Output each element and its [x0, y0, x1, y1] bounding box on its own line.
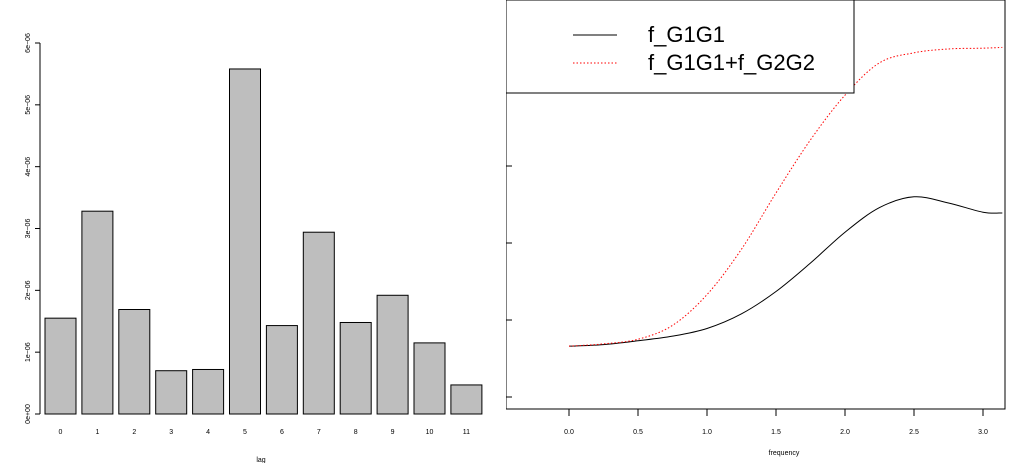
- x-tick-label: 10: [426, 429, 434, 436]
- legend-label-f_G1G1+f_G2G2: f_G1G1+f_G2G2: [648, 50, 815, 75]
- bar-10: [413, 342, 446, 415]
- legend: f_G1G1 f_G1G1+f_G2G2: [506, 0, 855, 94]
- x-tick-label: 7: [317, 429, 321, 436]
- y-tick-label: 6e−06: [25, 33, 32, 53]
- bar-6: [265, 325, 298, 415]
- bar-chart: 0e+00 1e−06 2e−06 3e−06 4e−06 5e−06 6e−06 0 1 2 3…: [25, 33, 483, 463]
- x-axis-title: lag: [256, 457, 265, 463]
- y-tick-label: 0e+00: [25, 404, 32, 424]
- x-axis-title: frequency: [769, 450, 800, 457]
- bar-8: [339, 321, 372, 415]
- y-tick-label: 1e−06: [25, 342, 32, 362]
- x-tick-label: 1.0: [702, 429, 712, 436]
- x-tick-label: 6: [280, 429, 284, 436]
- bar-11: [450, 384, 483, 415]
- y-tick-label: 3e−06: [25, 219, 32, 239]
- y-tick-label: 4e−06: [25, 157, 32, 177]
- x-tick-label: 3.0: [978, 429, 988, 436]
- x-tick-label: 2: [132, 429, 136, 436]
- bar-3: [155, 370, 188, 415]
- x-tick-label: 2.0: [840, 429, 850, 436]
- legend-label-f_G1G1: f_G1G1: [648, 22, 725, 47]
- x-tick-label: 3: [169, 429, 173, 436]
- legend-box: [506, 0, 855, 94]
- x-tick-label: 1: [95, 429, 99, 436]
- x-axis: 0.0 0.5 1.0 1.5 2.0 2.5 3.0: [564, 409, 988, 436]
- bar-5: [229, 68, 261, 415]
- bars: [44, 68, 483, 415]
- series-lines: [568, 46, 1003, 347]
- bar-4: [192, 368, 225, 415]
- bar-7: [302, 231, 335, 415]
- y-tick-label: 5e−06: [25, 95, 32, 115]
- bar-9: [376, 294, 409, 415]
- plot-frame: [506, 0, 1006, 410]
- x-tick-label: 4: [206, 429, 210, 436]
- series-line-f_G1G1: [568, 196, 1003, 347]
- x-tick-label: 9: [391, 429, 395, 436]
- bar-1: [81, 210, 114, 415]
- x-tick-label: 11: [463, 429, 470, 436]
- x-tick-label: 0.0: [564, 429, 574, 436]
- x-tick-labels: 0 1 2 3 4 5 6 7 8 9 10 11: [59, 429, 471, 436]
- x-tick-label: 8: [354, 429, 358, 436]
- y-tick-label: 2e−06: [25, 280, 32, 300]
- y-axis: 0e+00 1e−06 2e−06 3e−06 4e−06 5e−06 6e−06: [25, 33, 41, 424]
- bar-0: [44, 317, 77, 415]
- x-tick-label: 1.5: [771, 429, 781, 436]
- x-tick-label: 0.5: [633, 429, 643, 436]
- x-tick-label: 0: [59, 429, 63, 436]
- bar-2: [118, 309, 151, 415]
- x-tick-label: 5: [243, 429, 247, 436]
- x-tick-label: 2.5: [909, 429, 919, 436]
